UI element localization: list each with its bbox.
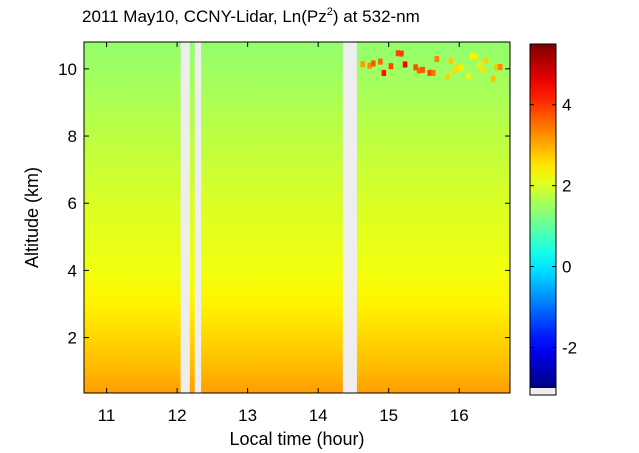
y-tick-label: 10: [58, 60, 77, 79]
cloud-cell: [459, 64, 464, 71]
cloud-cell: [378, 58, 383, 65]
x-tick-label: 16: [450, 406, 469, 425]
cloud-cell: [490, 76, 496, 83]
cloud-cell: [416, 67, 422, 74]
cloud-cell: [371, 60, 376, 67]
cloud-cell: [480, 66, 485, 73]
heatmap-field: [84, 42, 510, 393]
cloud-cell: [445, 73, 450, 80]
cloud-cell: [420, 66, 425, 73]
cloud-cell: [388, 63, 394, 70]
cloud-cell: [469, 53, 475, 60]
x-tick-label: 11: [98, 406, 116, 425]
colorbar-tick-label: 2: [562, 177, 571, 196]
cloud-cell: [452, 67, 457, 74]
colorbar-scale: [530, 44, 556, 388]
colorbar-tick-label: -2: [562, 339, 577, 358]
cloud-cell: [455, 64, 461, 71]
y-axis-label: Altitude (km): [22, 167, 42, 268]
heatmap: [84, 42, 510, 393]
cloud-cell: [427, 69, 433, 76]
cloud-cell: [473, 53, 478, 60]
colorbar-tick-label: 4: [562, 96, 571, 115]
cloud-cell: [431, 69, 436, 76]
cloud-cell: [448, 57, 454, 65]
cloud-cell: [399, 50, 404, 57]
cloud-cell: [498, 64, 503, 71]
colorbar-frame: [529, 43, 557, 396]
y-tick-label: 8: [68, 127, 77, 146]
cloud-cell: [381, 69, 387, 76]
cloud-cell: [476, 61, 482, 68]
cloud-cell: [466, 72, 471, 79]
x-tick-label: 15: [379, 406, 398, 425]
colorbar-nodata: [530, 388, 556, 395]
title-suffix: ) at 532-nm: [333, 7, 420, 26]
y-tick-label: 6: [68, 194, 77, 213]
x-axis-label: Local time (hour): [229, 429, 364, 449]
plot-frame: [83, 41, 511, 394]
cloud-cell: [402, 61, 408, 68]
cloud-cell: [413, 64, 418, 71]
title-main: 2011 May10, CCNY-Lidar, Ln(Pz: [82, 7, 327, 26]
y-axis: 2 4 6 8 10: [58, 60, 510, 348]
data-gap: [194, 42, 202, 393]
colorbar-tick-label: 0: [562, 258, 571, 277]
x-tick-label: 13: [238, 406, 257, 425]
data-gap: [342, 42, 357, 393]
cloud-cell: [494, 64, 500, 71]
x-tick-label: 14: [309, 406, 328, 425]
cloud-cell: [360, 61, 366, 68]
title-superscript: 2: [327, 6, 333, 18]
y-tick-label: 2: [68, 329, 77, 348]
cloud-cell: [395, 50, 401, 57]
x-tick-label: 12: [168, 406, 187, 425]
chart-title: 2011 May10, CCNY-Lidar, Ln(Pz2) at 532-n…: [82, 6, 420, 26]
x-axis: 11 12 13 14 15 16: [98, 42, 469, 425]
cloud-cell: [434, 55, 440, 62]
cloud-cell: [367, 62, 373, 69]
colorbar: -2 0 2 4: [529, 43, 577, 396]
cloud-layer: [360, 50, 503, 83]
cloud-cell: [483, 57, 489, 64]
y-tick-label: 4: [68, 261, 77, 280]
data-gap: [180, 42, 190, 393]
